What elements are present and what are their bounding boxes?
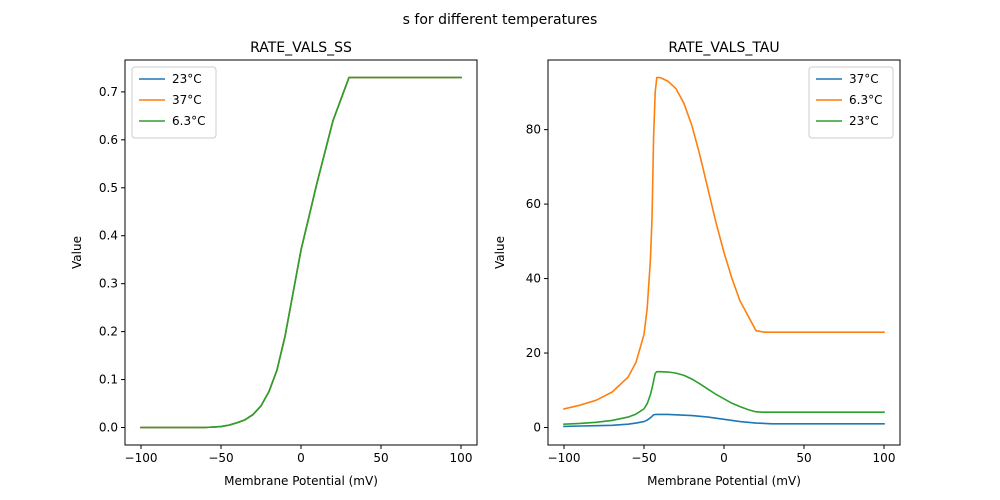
series-line-6-3-c	[140, 76, 462, 429]
y-tick-label: 0.3	[99, 277, 118, 291]
y-tick-label: 0.5	[99, 181, 118, 195]
series-line-37-c	[563, 413, 885, 428]
y-tick-label: 0	[533, 421, 541, 435]
legend-label: 6.3°C	[849, 93, 882, 107]
x-tick-label: 50	[373, 451, 388, 465]
legend: 37°C 6.3°C 23°C	[808, 66, 894, 139]
series-line-6-3-c	[563, 76, 885, 410]
y-tick-label: 0.7	[99, 85, 118, 99]
chart-title: RATE_VALS_TAU	[668, 40, 779, 56]
legend-label: 23°C	[172, 72, 202, 86]
legend-label: 6.3°C	[172, 114, 205, 128]
x-tick-label: −50	[631, 451, 656, 465]
legend-label: 37°C	[849, 72, 879, 86]
legend-label: 23°C	[849, 114, 879, 128]
legend: 23°C 37°C 6.3°C	[131, 66, 217, 139]
y-tick-label: 60	[526, 197, 541, 211]
y-tick-label: 20	[526, 346, 541, 360]
x-tick-label: −50	[208, 451, 233, 465]
panel-rate-vals-ss: RATE_VALS_SS −100 −50 0 50 100 0.0 0.1 0.2 0.3 0.4…	[70, 40, 478, 488]
y-axis-label: Value	[493, 236, 507, 269]
figure-suptitle: s for different temperatures	[403, 12, 598, 28]
x-tick-label: −100	[125, 451, 158, 465]
legend-label: 37°C	[172, 93, 202, 107]
panel-rate-vals-tau: RATE_VALS_TAU −100 −50 0 50 100 0 20 40 60 80 Membr…	[493, 40, 901, 488]
series-group	[563, 76, 885, 428]
x-tick-label: 100	[873, 451, 896, 465]
y-tick-label: 0.1	[99, 373, 118, 387]
series-line-23-c	[563, 370, 885, 425]
x-tick-label: 0	[297, 451, 305, 465]
y-tick-label: 0.6	[99, 133, 118, 147]
series-group	[140, 76, 462, 429]
x-axis-label: Membrane Potential (mV)	[647, 474, 801, 488]
y-tick-label: 80	[526, 123, 541, 137]
y-tick-label: 0.0	[99, 421, 118, 435]
x-tick-label: 100	[450, 451, 473, 465]
x-tick-label: 50	[796, 451, 811, 465]
chart-title: RATE_VALS_SS	[250, 40, 352, 56]
x-tick-label: −100	[548, 451, 581, 465]
y-axis-label: Value	[70, 236, 84, 269]
y-tick-label: 0.2	[99, 325, 118, 339]
y-tick-label: 0.4	[99, 229, 118, 243]
y-tick-label: 40	[526, 272, 541, 286]
x-tick-label: 0	[720, 451, 728, 465]
x-axis-label: Membrane Potential (mV)	[224, 474, 378, 488]
